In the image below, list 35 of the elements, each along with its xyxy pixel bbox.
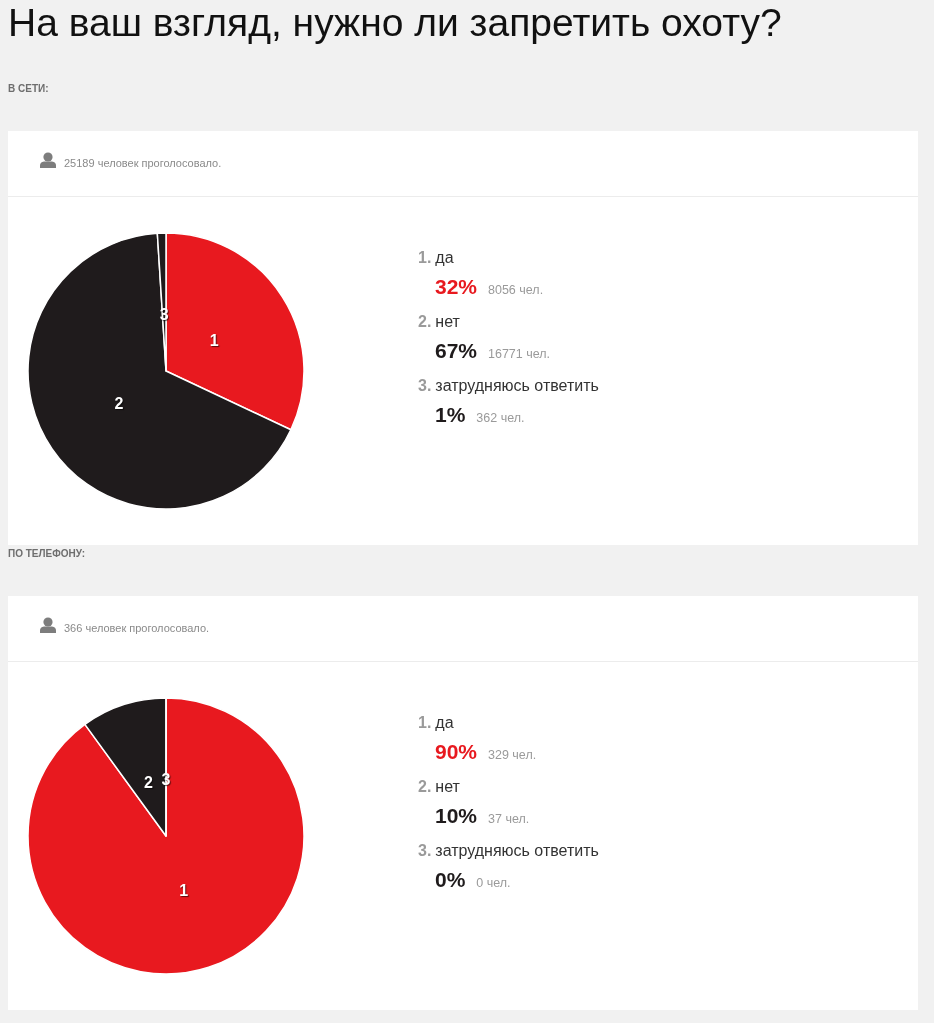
text: 1. [418,714,432,731]
text: 362 чел. [476,411,525,425]
slice-label: 3 [159,305,169,323]
chart-subtitle: ПО ТЕЛЕФОНУ: [8,548,86,559]
text: На ваш взгляд, нужно ли запретить охоту? [8,1,782,44]
chart-subtitle: В СЕТИ: [8,83,49,94]
text: 329 чел. [488,748,537,762]
text: 3. [418,842,432,859]
slice-label: 1 [209,331,219,349]
slice-label: 2 [143,773,153,791]
slice-label: 2 [114,394,124,412]
text: нет [435,313,460,330]
text: 16771 чел. [488,347,551,361]
text: 2. [418,778,432,795]
text: да [435,249,454,266]
text: 3. [418,377,432,394]
text: да [435,714,454,731]
text: 32% [435,275,478,298]
text: нет [435,778,460,795]
text: 1% [435,403,466,426]
pie-slice [27,697,305,975]
text: затрудняюсь ответить [435,842,599,859]
text: 0% [435,868,466,891]
text: 37 чел. [488,812,530,826]
text: 90% [435,740,478,763]
text: затрудняюсь ответить [435,377,599,394]
text: 10% [435,804,478,827]
text: 8056 чел. [488,283,544,297]
text: 67% [435,339,478,362]
slice-label: 1 [179,881,189,899]
text: 0 чел. [476,876,511,890]
text: 2. [418,313,432,330]
text: 1. [418,249,432,266]
text: 366 человек проголосовало. [64,622,210,634]
text: 25189 человек проголосовало. [64,157,222,169]
